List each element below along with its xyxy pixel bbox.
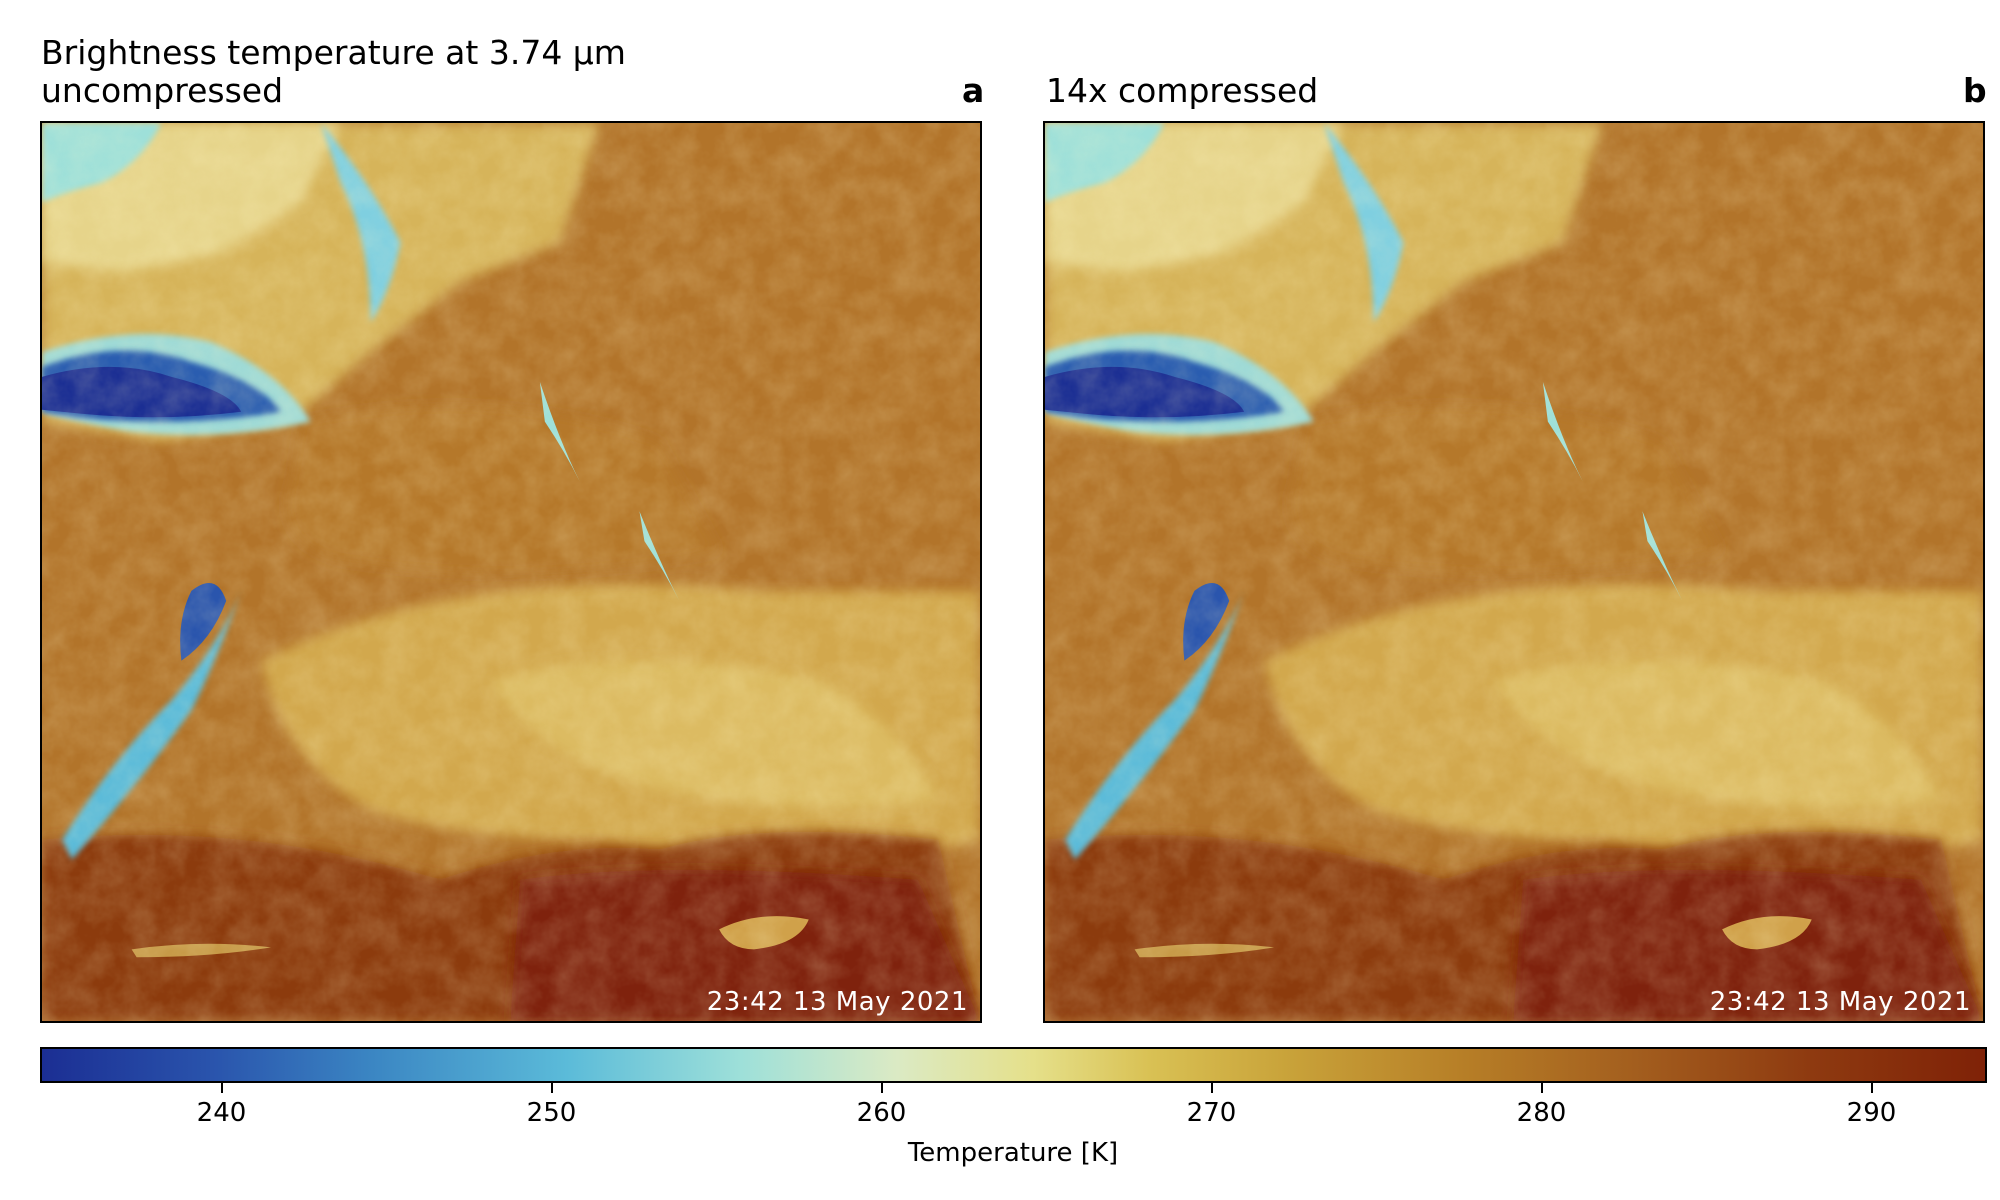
panel-a-timestamp: 23:42 13 May 2021: [706, 987, 968, 1017]
colorbar-tick-label: 250: [526, 1098, 577, 1128]
satellite-map-b: [1045, 123, 1983, 1021]
colorbar-tick-label: 270: [1186, 1098, 1237, 1128]
panel-a-letter: a: [962, 71, 985, 110]
colorbar-tick-label: 260: [856, 1098, 907, 1128]
colorbar-label: Temperature [K]: [907, 1138, 1119, 1168]
colorbar: [40, 1047, 1987, 1083]
colorbar-tick-mark: [550, 1083, 553, 1093]
colorbar-tick-mark: [1540, 1083, 1543, 1093]
colorbar-tick-label: 280: [1516, 1098, 1567, 1128]
colorbar-tick-label: 240: [196, 1098, 247, 1128]
figure-title: Brightness temperature at 3.74 µm: [41, 33, 626, 72]
satellite-image-panel-b: 23:42 13 May 2021: [1043, 121, 1985, 1023]
colorbar-tick-mark: [1210, 1083, 1213, 1093]
colorbar-tick-label: 290: [1846, 1098, 1897, 1128]
colorbar-tick-mark: [1870, 1083, 1873, 1093]
panel-b-subtitle: 14x compressed: [1046, 71, 1319, 110]
colorbar-tick-mark: [880, 1083, 883, 1093]
satellite-map-a: [42, 123, 980, 1021]
colorbar-tick-mark: [220, 1083, 223, 1093]
panel-b-letter: b: [1963, 71, 1987, 110]
panel-a-subtitle: uncompressed: [41, 71, 284, 110]
panel-b-timestamp: 23:42 13 May 2021: [1709, 987, 1971, 1017]
satellite-image-panel-a: 23:42 13 May 2021: [40, 121, 982, 1023]
